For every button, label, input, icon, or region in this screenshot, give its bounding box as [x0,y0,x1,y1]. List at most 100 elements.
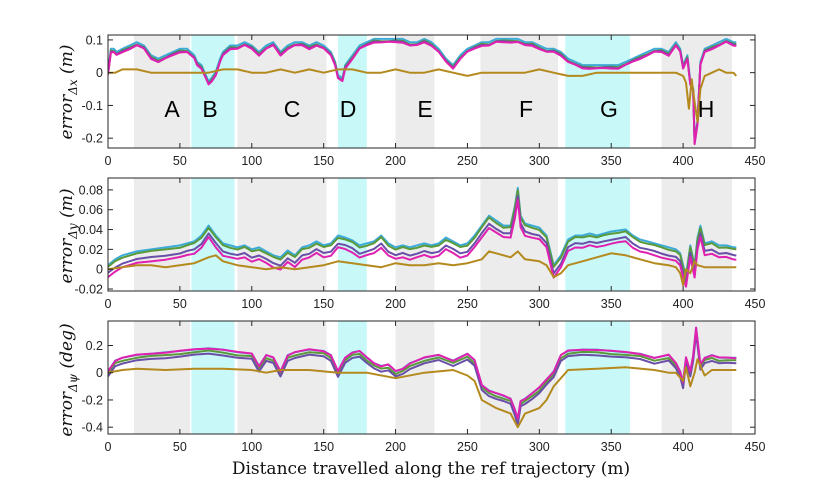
region-d [338,321,367,434]
segment-label-b: B [202,96,217,122]
series-run-2 [108,330,737,424]
segment-label-g: G [600,96,618,122]
y-tick-label: 0 [96,366,103,380]
y-tick-label: 0 [96,66,103,80]
panel-error-dy: 0 50 100 150 200 250 300 350 400 450 0.08 0.06 0.04… [57,177,766,311]
x-tick-label: 200 [385,297,406,311]
y-tick-label: -0.02 [75,283,104,297]
x-tick-label: 450 [745,297,766,311]
series-run-1 [108,186,737,277]
x-tick-label: 150 [313,297,334,311]
x-tick-label: 200 [385,440,406,454]
region-g [565,35,630,148]
series-run-4 [108,40,737,146]
series-run-4 [108,198,737,288]
x-ticks: 0 50 100 150 200 250 300 350 400 450 [105,35,766,168]
y-tick-label: -0.1 [81,99,103,113]
region-c [237,321,327,434]
region-c [237,178,327,291]
series-lines [108,37,738,146]
y-tick-label: 0.02 [79,243,103,257]
region-a [133,35,190,148]
region-h [661,178,732,291]
region-b [191,321,235,434]
x-tick-label: 0 [105,297,112,311]
region-bands [133,321,732,434]
x-tick-label: 150 [313,154,334,168]
x-tick-label: 350 [601,154,622,168]
y-tick-label: 0.08 [79,183,103,197]
x-tick-label: 200 [385,154,406,168]
x-tick-label: 350 [601,297,622,311]
region-e [395,35,435,148]
x-tick-label: 300 [529,297,550,311]
x-tick-label: 300 [529,440,550,454]
region-f [480,35,559,148]
y-tick-label: 0.2 [86,339,103,353]
x-ticks: 0 50 100 150 200 250 300 350 400 450 [105,178,766,311]
x-tick-label: 100 [241,297,262,311]
y-tick-label: 0.1 [86,33,103,47]
y-ticks: 0.08 0.06 0.04 0.02 0 -0.02 [75,183,755,297]
x-tick-label: 450 [745,154,766,168]
y-tick-label: -0.4 [81,421,103,435]
y-tick-label: 0.06 [79,203,103,217]
x-tick-label: 100 [241,440,262,454]
x-axis-label: Distance travelled along the ref traject… [232,459,630,479]
x-tick-label: 0 [105,440,112,454]
segment-label-d: D [340,96,357,122]
region-g [565,321,630,434]
y-tick-label: 0.04 [79,223,103,237]
series-ref [108,250,737,287]
plot-frame [107,34,756,149]
y-ticks: 0.2 0 -0.2 -0.4 [81,339,755,435]
x-tick-label: 450 [745,440,766,454]
region-e [395,178,435,291]
region-d [338,35,367,148]
x-tick-label: 50 [173,297,187,311]
y-tick-label: 0 [96,263,103,277]
y-axis-label: errorΔx (m) [57,45,80,140]
x-tick-label: 100 [241,154,262,168]
series-ref [108,358,737,429]
x-tick-label: 400 [673,154,694,168]
x-tick-label: 50 [173,154,187,168]
region-a [133,178,190,291]
series-run-3 [108,195,737,285]
y-tick-label: -0.2 [81,132,103,146]
segment-label-a: A [164,96,180,122]
y-tick-label: -0.2 [81,393,103,407]
region-bands [133,178,732,291]
plot-frame [107,320,756,435]
x-tick-label: 0 [105,154,112,168]
region-a [133,321,190,434]
panel-error-dx: 0 50 100 150 200 250 300 350 400 450 0.1 0 -0.1 -0.2… [57,33,765,168]
x-tick-label: 300 [529,154,550,168]
region-d [338,178,367,291]
series-lines [108,186,737,288]
panel-error-dpsi: 0 50 100 150 200 250 300 350 400 450 0.2 0 -0.2 -0.4… [57,320,766,454]
x-tick-label: 400 [673,297,694,311]
x-tick-label: 150 [313,440,334,454]
x-tick-label: 250 [457,440,478,454]
x-tick-label: 50 [173,440,187,454]
x-ticks: 0 50 100 150 200 250 300 350 400 450 [105,321,766,454]
segment-label-f: F [519,96,533,122]
series-run-3 [108,332,737,426]
y-ticks: 0.1 0 -0.1 -0.2 [81,33,755,146]
y-axis-label: errorΔψ (deg) [57,323,80,436]
y-axis-label: errorΔy (m) [57,189,80,284]
series-run-2 [108,189,737,279]
x-tick-label: 250 [457,154,478,168]
segment-label-e: E [417,96,432,122]
x-tick-label: 350 [601,440,622,454]
segment-label-c: C [284,96,301,122]
region-b [191,35,235,148]
segment-label-h: H [698,96,715,122]
plot-frame [107,177,756,292]
x-tick-label: 250 [457,297,478,311]
series-run-4 [108,326,737,420]
x-tick-label: 400 [673,440,694,454]
